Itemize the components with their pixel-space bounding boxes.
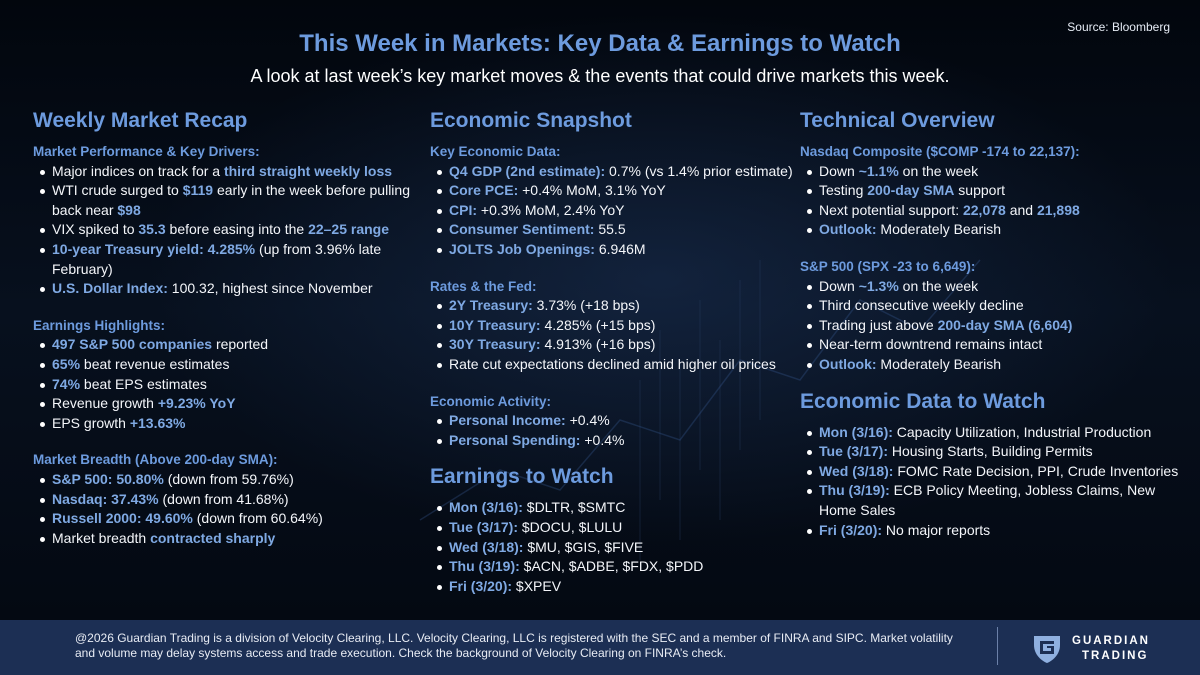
background-chart-graphic (419, 259, 981, 560)
section-heading-technical-overview: Technical Overview (800, 109, 995, 132)
earnings-to-watch-list: Mon (3/16): $DLTR, $SMTC Tue (3/17): $DO… (430, 498, 800, 596)
list-item: Next potential support: 22,078 and 21,89… (800, 201, 1185, 221)
section-heading-economic-data-to-watch: Economic Data to Watch (800, 389, 1046, 413)
list-item: Personal Income: +0.4% (430, 411, 800, 431)
weekly-market-recap-column: Weekly Market Recap Market Performance &… (33, 104, 413, 548)
page-subtitle: A look at last week’s key market moves &… (250, 66, 950, 86)
list-item: 497 S&P 500 companies reported (33, 335, 413, 355)
economic-activity-list: Personal Income: +0.4% Personal Spending… (430, 411, 800, 450)
list-item: 10Y Treasury: 4.285% (+15 bps) (430, 316, 800, 336)
logo-sub: TRADING (1082, 650, 1149, 662)
footer: @2026 Guardian Trading is a division of … (0, 620, 1200, 675)
list-item: Mon (3/16): Capacity Utilization, Indust… (800, 423, 1185, 443)
list-item: Third consecutive weekly decline (800, 296, 1185, 316)
list-item: U.S. Dollar Index: 100.32, highest since… (33, 279, 413, 299)
subheading-key-economic-data: Key Economic Data: (430, 144, 561, 159)
list-item: Major indices on track for a third strai… (33, 162, 413, 182)
list-item: Market breadth contracted sharply (33, 529, 413, 549)
subheading-nasdaq-composite: Nasdaq Composite ($COMP -174 to 22,137): (800, 144, 1080, 159)
list-item: 30Y Treasury: 4.913% (+16 bps) (430, 335, 800, 355)
subheading-market-performance: Market Performance & Key Drivers: (33, 144, 260, 159)
list-item: Tue (3/17): Housing Starts, Building Per… (800, 442, 1185, 462)
technical-overview-column: Technical Overview Nasdaq Composite ($CO… (800, 104, 1185, 540)
list-item: Rate cut expectations declined amid high… (430, 355, 800, 375)
list-item: Thu (3/19): $ACN, $ADBE, $FDX, $PDD (430, 557, 800, 577)
list-item: Revenue growth +9.23% YoY (33, 394, 413, 414)
list-item: Personal Spending: +0.4% (430, 431, 800, 451)
subheading-market-breadth: Market Breadth (Above 200-day SMA): (33, 452, 278, 468)
rates-and-fed-list: 2Y Treasury: 3.73% (+18 bps) 10Y Treasur… (430, 296, 800, 374)
list-item: CPI: +0.3% MoM, 2.4% YoY (430, 201, 800, 221)
list-item: Down ~1.1% on the week (800, 162, 1185, 182)
economic-data-to-watch-list: Mon (3/16): Capacity Utilization, Indust… (800, 423, 1185, 541)
list-item: Thu (3/19): ECB Policy Meeting, Jobless … (800, 481, 1185, 520)
list-item: S&P 500: 50.80% (down from 59.76%) (33, 470, 413, 490)
list-item: Tue (3/17): $DOCU, $LULU (430, 518, 800, 538)
list-item: 65% beat revenue estimates (33, 355, 413, 375)
list-item: 2Y Treasury: 3.73% (+18 bps) (430, 296, 800, 316)
background (0, 0, 1200, 620)
list-item: Outlook: Moderately Bearish (800, 220, 1185, 240)
list-item: Mon (3/16): $DLTR, $SMTC (430, 498, 800, 518)
list-item: Trading just above 200-day SMA (6,604) (800, 316, 1185, 336)
guardian-trading-logo: GUARDIAN TRADING (1030, 631, 1180, 665)
list-item: JOLTS Job Openings: 6.946M (430, 240, 800, 260)
section-heading-weekly-market-recap: Weekly Market Recap (33, 109, 248, 132)
market-performance-list: Major indices on track for a third strai… (33, 162, 413, 299)
section-heading-economic-snapshot: Economic Snapshot (430, 109, 632, 132)
disclaimer-text: @2026 Guardian Trading is a division of … (75, 631, 953, 660)
list-item: Near-term downtrend remains intact (800, 335, 1185, 355)
list-item: 10-year Treasury yield: 4.285% (up from … (33, 240, 413, 279)
list-item: Down ~1.3% on the week (800, 277, 1185, 297)
list-item: VIX spiked to 35.3 before easing into th… (33, 220, 413, 240)
earnings-highlights-list: 497 S&P 500 companies reported 65% beat … (33, 335, 413, 433)
list-item: Wed (3/18): FOMC Rate Decision, PPI, Cru… (800, 462, 1185, 482)
subheading-sp500: S&P 500 (SPX -23 to 6,649): (800, 258, 976, 274)
logo-name: GUARDIAN (1072, 635, 1150, 647)
shield-icon (1034, 636, 1060, 663)
list-item: Q4 GDP (2nd estimate): 0.7% (vs 1.4% pri… (430, 162, 800, 182)
list-item: 74% beat EPS estimates (33, 375, 413, 395)
list-item: Wed (3/18): $MU, $GIS, $FIVE (430, 538, 800, 558)
list-item: Fri (3/20): $XPEV (430, 577, 800, 597)
subheading-rates-and-fed: Rates & the Fed: (430, 278, 537, 294)
list-item: EPS growth +13.63% (33, 414, 413, 434)
key-economic-data-list: Q4 GDP (2nd estimate): 0.7% (vs 1.4% pri… (430, 162, 800, 260)
economic-snapshot-column: Economic Snapshot Key Economic Data: Q4 … (430, 104, 800, 596)
list-item: Core PCE: +0.4% MoM, 3.1% YoY (430, 181, 800, 201)
list-item: Outlook: Moderately Bearish (800, 355, 1185, 375)
footer-divider (997, 627, 998, 665)
section-heading-earnings-to-watch: Earnings to Watch (430, 465, 614, 489)
nasdaq-list: Down ~1.1% on the week Testing 200-day S… (800, 162, 1185, 240)
list-item: WTI crude surged to $119 early in the we… (33, 181, 413, 220)
list-item: Consumer Sentiment: 55.5 (430, 220, 800, 240)
list-item: Russell 2000: 49.60% (down from 60.64%) (33, 509, 413, 529)
list-item: Testing 200-day SMA support (800, 181, 1185, 201)
sp500-list: Down ~1.3% on the week Third consecutive… (800, 277, 1185, 375)
subheading-earnings-highlights: Earnings Highlights: (33, 317, 166, 333)
market-breadth-list: S&P 500: 50.80% (down from 59.76%) Nasda… (33, 470, 413, 548)
subheading-economic-activity: Economic Activity: (430, 393, 552, 409)
list-item: Fri (3/20): No major reports (800, 521, 1185, 541)
source-label: Source: Bloomberg (1067, 20, 1170, 34)
page-title: This Week in Markets: Key Data & Earning… (299, 30, 901, 57)
list-item: Nasdaq: 37.43% (down from 41.68%) (33, 490, 413, 510)
